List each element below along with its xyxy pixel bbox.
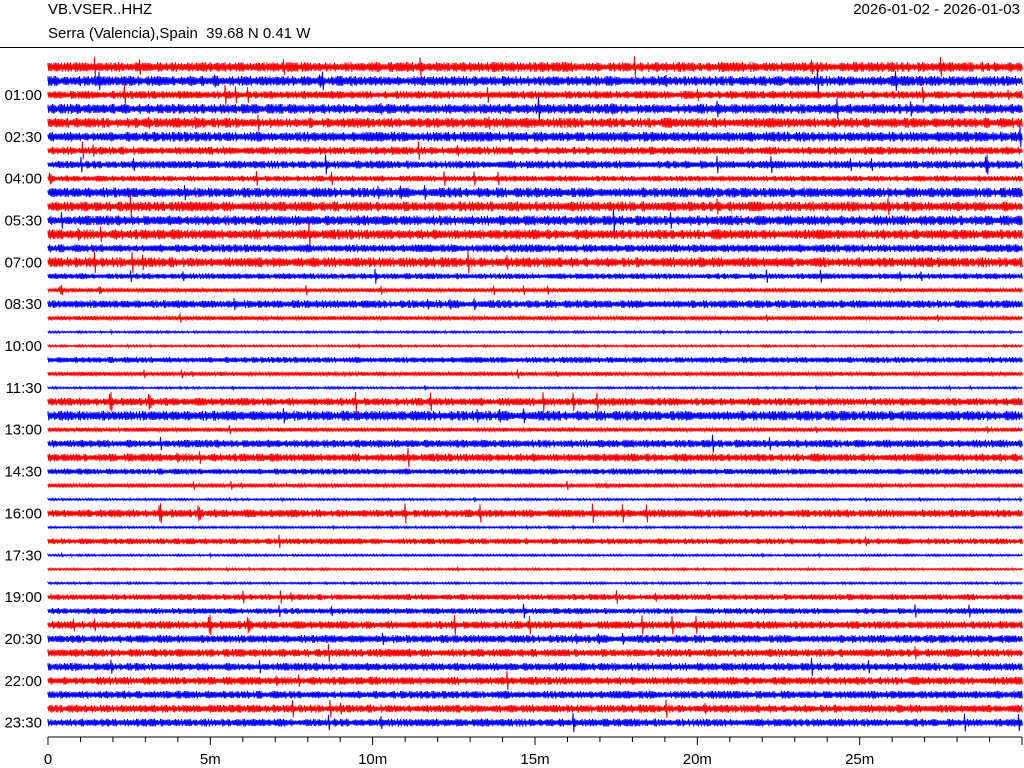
x-tick-label: 20m [683, 751, 712, 768]
trace-1 [47, 56, 1023, 78]
trace-45 [47, 671, 1023, 691]
traces-group [47, 56, 1023, 733]
trace-2 [47, 68, 1023, 94]
x-tick-label: 25m [845, 751, 874, 768]
y-tick-label: 08:30 [4, 296, 42, 313]
trace-36 [47, 551, 1023, 559]
trace-28 [47, 434, 1023, 453]
trace-10 [47, 184, 1023, 201]
trace-32 [47, 495, 1023, 504]
y-tick-label: 10:00 [4, 338, 42, 355]
x-tick-label: 5m [200, 751, 221, 768]
y-tick-label: 14:30 [4, 464, 42, 481]
trace-26 [47, 408, 1023, 424]
y-tick-label: 01:00 [4, 87, 42, 104]
trace-23 [47, 369, 1023, 379]
trace-16 [47, 268, 1023, 284]
trace-7 [47, 141, 1023, 160]
trace-35 [47, 534, 1023, 549]
y-tick-label: 17:30 [4, 547, 42, 564]
trace-43 [47, 643, 1023, 662]
trace-19 [47, 313, 1023, 323]
trace-34 [47, 524, 1023, 531]
trace-46 [47, 690, 1023, 699]
trace-5 [47, 114, 1023, 132]
trace-42 [47, 632, 1023, 646]
trace-6 [47, 126, 1023, 148]
trace-4 [47, 96, 1023, 122]
trace-22 [47, 356, 1023, 364]
trace-48 [47, 712, 1023, 733]
x-axis: 0 5m 10m 15m 20m 25m [44, 736, 1023, 768]
trace-47 [47, 699, 1023, 718]
trace-21 [47, 342, 1023, 350]
trace-25 [47, 391, 1023, 412]
x-tick-label: 15m [520, 751, 549, 768]
trace-29 [47, 447, 1023, 468]
y-tick-label: 04:00 [4, 171, 42, 188]
trace-12 [47, 209, 1023, 232]
trace-20 [47, 328, 1023, 336]
trace-17 [47, 285, 1023, 296]
trace-14 [47, 244, 1023, 253]
x-tick-label: 10m [358, 751, 387, 768]
trace-15 [47, 250, 1023, 274]
y-tick-label: 11:30 [6, 380, 42, 397]
trace-30 [47, 468, 1023, 475]
trace-41 [47, 614, 1023, 636]
y-tick-label: 05:30 [4, 212, 42, 229]
trace-33 [47, 503, 1023, 524]
trace-39 [47, 590, 1023, 604]
trace-31 [47, 480, 1023, 491]
trace-8 [47, 154, 1023, 175]
station-code: VB.VSER..HHZ [48, 1, 153, 18]
trace-3 [47, 85, 1023, 105]
y-tick-label: 16:00 [4, 505, 42, 522]
date-range: 2026-01-02 - 2026-01-03 [853, 1, 1020, 18]
trace-37 [47, 566, 1023, 573]
y-tick-label: 23:30 [4, 715, 42, 732]
trace-24 [47, 384, 1023, 392]
y-tick-label: 02:30 [4, 129, 42, 146]
trace-27 [47, 425, 1023, 435]
trace-11 [47, 195, 1023, 218]
y-tick-label: 19:00 [4, 589, 42, 606]
trace-40 [47, 603, 1023, 619]
header-divider [0, 47, 1024, 48]
trace-44 [47, 657, 1023, 676]
x-tick-label: 0 [44, 751, 52, 768]
trace-18 [47, 298, 1023, 311]
y-tick-label: 07:00 [4, 254, 42, 271]
trace-38 [47, 580, 1023, 586]
station-location: Serra (Valencia),Spain 39.68 N 0.41 W [48, 25, 311, 42]
y-tick-label: 22:00 [4, 673, 42, 690]
y-tick-label: 20:30 [4, 631, 42, 648]
trace-13 [47, 222, 1023, 247]
y-tick-label: 13:00 [4, 422, 42, 439]
trace-9 [47, 171, 1023, 187]
y-axis-labels: 01:00 02:30 04:00 05:30 07:00 08:30 10:00 11:30… [4, 87, 42, 732]
